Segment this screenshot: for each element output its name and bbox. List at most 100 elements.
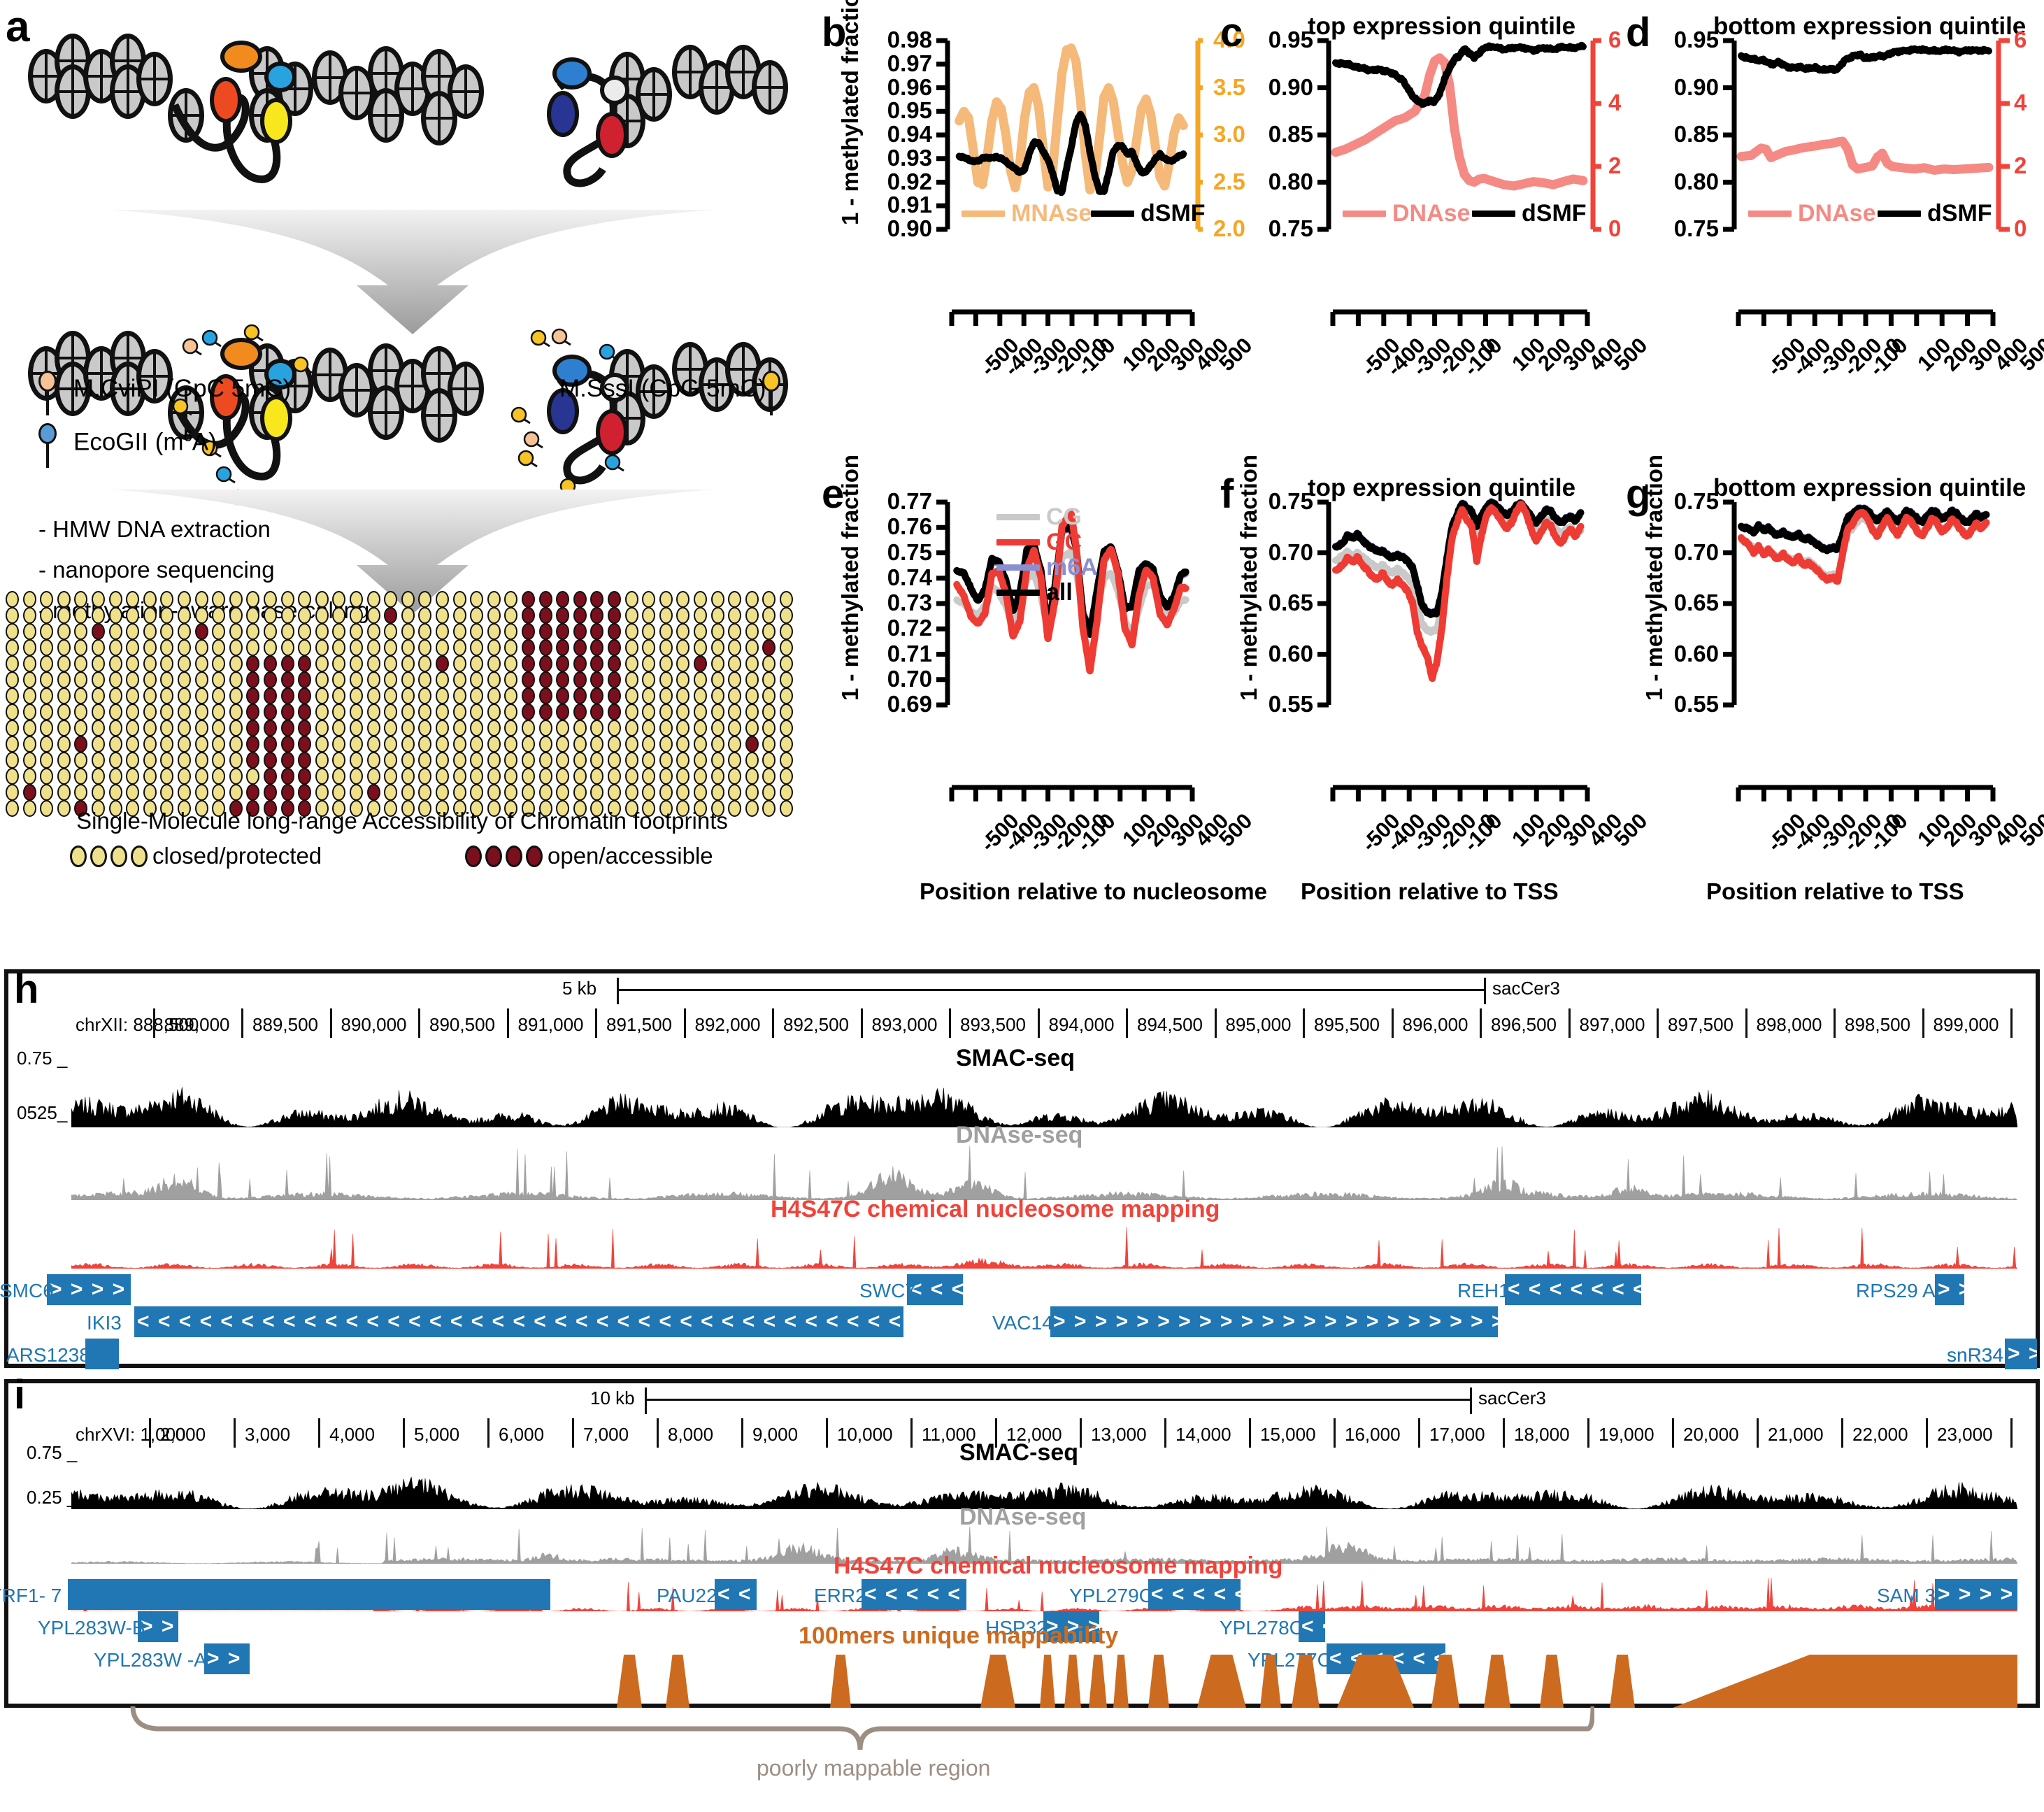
dna-linker [171,73,617,187]
gene-body[interactable]: < < < [715,1579,757,1610]
dot-closed [126,736,140,752]
gene-body[interactable]: > > > [204,1643,250,1674]
dot-closed [762,752,776,769]
gene-label[interactable]: ARS1238 [6,1344,90,1366]
dot-closed [487,720,501,736]
legend-label: all [1046,579,1073,606]
gene-label[interactable]: VAC14 [992,1312,1053,1334]
gene-body[interactable]: > > > > > > > > > [47,1274,131,1305]
panel-letter-e: e [822,471,845,517]
gene-label[interactable]: ERR2 [814,1585,866,1606]
gene-body[interactable]: < < [1299,1611,1325,1642]
chart-panel-b: b 0.98 0.97 0.96 0.95 0.94 0.93 0.92 0.91 0.90 4.0… [822,0,1257,460]
dot-closed [487,639,501,656]
dot-closed [280,591,294,608]
coordinate-tick [1303,1008,1305,1038]
gene-body[interactable]: > > [1935,1274,1964,1305]
y-tick-label: 0.97 [887,50,932,76]
dot-closed [556,800,570,817]
dot-open [573,655,587,672]
dot-closed [212,768,226,785]
dot-closed [452,768,466,785]
nucleosome [167,385,204,440]
gene-body[interactable]: > > > > > > > > > > > > > > > > > > > > … [1050,1306,1498,1337]
dot-open [264,687,277,704]
series-gc [953,509,1189,675]
gene-label[interactable]: REH1 [1457,1280,1510,1301]
y-tick-label: 0.70 [887,665,932,692]
coordinate-ruler-h[interactable]: 5 kb sacCer3 chrXII: 888,500 889,000 889,500… [8,973,2036,1050]
gene-label[interactable]: SMC6 [0,1280,54,1301]
dot-open [608,655,621,672]
gene-body[interactable]: > > > > [1043,1611,1099,1642]
dot-closed [401,736,415,752]
gene-label[interactable]: YPL277C [1248,1649,1331,1671]
dot-closed [624,736,638,752]
chart-canvas-f [1317,498,1590,801]
dot-closed [452,784,466,801]
dot-open [264,704,277,720]
dot-closed [780,671,793,688]
gene-label[interactable]: YPL283W-B [38,1617,145,1639]
dot-open [298,655,312,672]
gene-body[interactable]: > > > > > > > [1935,1579,2017,1610]
dot-closed [108,607,122,624]
dot-closed [642,687,656,704]
dot-closed [178,752,191,769]
coordinate-tick [2010,1008,2013,1038]
dot-closed [212,639,226,656]
gene-label[interactable]: PAU22 [657,1585,717,1606]
coordinate-label: 22,000 [1852,1424,1908,1445]
gene-label[interactable]: SWC7 [859,1280,916,1301]
gene-body[interactable]: < < < < < < < < < < < < < < < < < [1505,1274,1641,1305]
protein-blob [264,62,296,92]
gene-body[interactable]: < < < < < < < < [1148,1579,1241,1610]
gene-label[interactable]: IKI3 [87,1312,122,1334]
dot-closed [608,784,621,801]
dot-open [573,607,587,624]
dot-closed [659,623,673,640]
gene-label[interactable]: YPL279C [1069,1585,1153,1606]
dot-closed [676,671,690,688]
gene-label[interactable]: RPS29 A [1856,1280,1936,1301]
dot-closed [710,752,724,769]
gene-body[interactable] [85,1339,119,1369]
dot-closed [762,655,776,672]
gene-label[interactable]: YPL283W -A [94,1649,207,1671]
dot-closed [401,752,415,769]
coordinate-ruler-i[interactable]: 10 kb sacCer3 chrXVI: 1,000 2,000 3,000 4,000… [8,1383,2036,1453]
coordinate-label: 895,000 [1225,1014,1292,1035]
dot-open [280,800,294,817]
gene-label[interactable]: YRF1- 7 [0,1585,62,1606]
gene-body[interactable]: < < < < < < [907,1274,963,1305]
dot-closed [780,607,793,624]
y2-tick-label: 3.5 [1213,73,1245,100]
protein-blob [210,374,242,420]
gene-label[interactable]: HSP32 [985,1617,1048,1639]
y-tick-label: 0.74 [887,564,932,590]
dot-closed [350,768,363,785]
dot-closed [6,671,19,688]
protein-blob [220,338,262,370]
dot-closed [504,800,518,817]
y-tick-label: 0.90 [887,215,932,241]
dot-closed [194,720,208,736]
dot-open [264,784,277,801]
gene-body[interactable]: > > > [138,1611,178,1642]
coordinate-label: 15,000 [1260,1424,1316,1445]
gene-label[interactable]: YPL278C [1220,1617,1303,1639]
y-axis-label: 1 - methylated fraction [837,0,863,225]
gene-label[interactable]: snR34 [1947,1344,2003,1366]
dot-closed [6,736,19,752]
dot-closed [315,671,329,688]
dot-closed [436,768,449,785]
dot-closed [22,752,36,769]
gene-body[interactable]: < < < < < < < < < < < < < < < < < < < < … [134,1306,903,1337]
dot-closed [418,671,432,688]
gene-body[interactable] [68,1579,550,1610]
dot-closed [57,768,71,785]
gene-label[interactable]: snR34 [1947,1344,2003,1366]
gene-body[interactable]: > > > [2005,1339,2037,1369]
gene-label[interactable]: SAM 3 [1877,1585,1936,1606]
gene-body[interactable]: < < < < < < < < < [862,1579,966,1610]
